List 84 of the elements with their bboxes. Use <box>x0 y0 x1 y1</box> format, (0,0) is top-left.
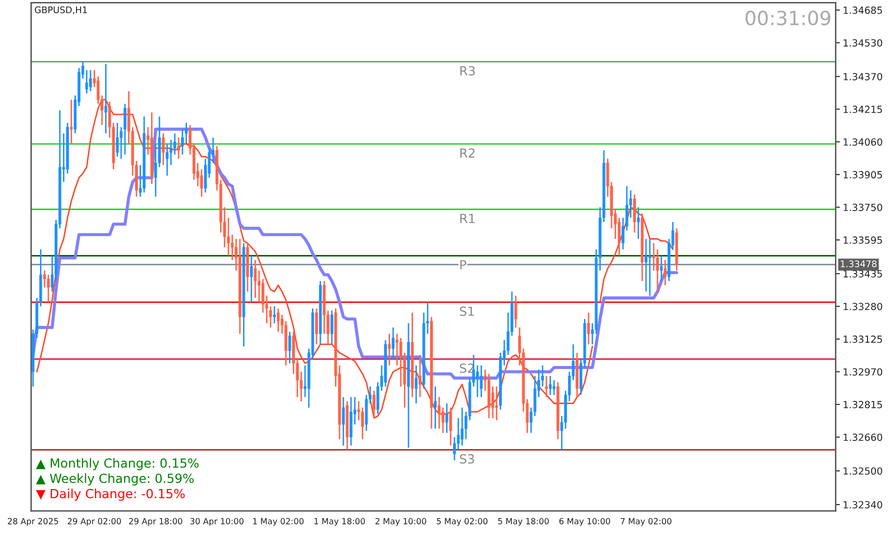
candlestick <box>173 132 176 156</box>
annotation: ▼ Daily Change: -0.15% <box>36 488 185 501</box>
x-tick-label: 30 Apr 10:00 <box>190 518 244 526</box>
candlestick <box>636 206 640 240</box>
x-tick-label: 5 May 18:00 <box>498 518 549 526</box>
y-tick-label: 1.32340 <box>844 501 882 508</box>
candlestick <box>633 194 636 234</box>
candlestick <box>652 242 656 272</box>
candlestick <box>418 354 422 398</box>
y-tick-label: 1.34685 <box>844 6 882 14</box>
ref-line-label: S3 <box>460 454 474 464</box>
candlestick <box>254 259 257 299</box>
x-tick-label: 1 May 18:00 <box>314 518 365 526</box>
candlestick <box>445 402 448 434</box>
candlestick <box>438 396 441 430</box>
ref-line-label: S1 <box>460 306 474 316</box>
x-tick-label: 2 May 10:00 <box>376 518 426 526</box>
candlestick <box>184 122 188 145</box>
candlestick <box>166 143 169 176</box>
y-tick-label: 1.32500 <box>844 467 882 475</box>
candlestick <box>480 364 483 398</box>
y-tick-label: 1.32660 <box>844 434 882 441</box>
annotation: ▲ Monthly Change: 0.15% <box>36 458 199 470</box>
y-tick-label: 1.33595 <box>844 236 882 244</box>
y-tick-label: 1.32815 <box>844 400 882 408</box>
candlestick <box>315 308 318 346</box>
candlestick <box>342 396 345 446</box>
ref-line-label: P <box>460 260 466 270</box>
annotation: 00:31:09 <box>746 10 830 26</box>
y-tick-label: 1.33435 <box>844 270 882 278</box>
y-tick-label: 1.33280 <box>844 302 882 310</box>
y-tick-label: 1.34060 <box>844 138 882 146</box>
x-tick-label: 6 May 10:00 <box>559 518 610 526</box>
candlestick <box>46 274 50 303</box>
candlestick <box>288 330 292 364</box>
candlestick <box>70 98 73 145</box>
x-tick-label: 29 Apr 02:00 <box>68 518 121 526</box>
x-tick-label: 5 May 02:00 <box>436 518 488 526</box>
candlestick <box>664 259 667 286</box>
candlestick <box>116 122 119 158</box>
candlestick <box>392 326 395 360</box>
candlestick <box>434 386 437 430</box>
y-tick-label: 1.33750 <box>844 204 882 212</box>
candlestick <box>276 308 280 332</box>
candlestick <box>177 136 180 160</box>
candlestick <box>124 103 126 156</box>
annotation: ▲ Weekly Change: 0.59% <box>36 473 194 486</box>
y-tick-label: 1.34530 <box>844 39 882 47</box>
candlestick <box>250 255 253 303</box>
y-tick-label: 1.34215 <box>844 106 882 114</box>
ref-line-label: R2 <box>460 148 475 158</box>
x-tick-label: 7 May 02:00 <box>620 518 672 526</box>
candlestick <box>449 406 452 446</box>
candlestick <box>476 364 479 398</box>
y-tick-label: 1.34370 <box>844 72 882 80</box>
x-tick-label: 28 Apr 2025 <box>8 518 58 526</box>
candlestick <box>648 238 652 297</box>
x-tick-label: 29 Apr 18:00 <box>129 518 182 526</box>
candlestick <box>85 69 88 94</box>
y-tick-label: 1.33125 <box>844 336 882 343</box>
candlestick <box>372 390 376 419</box>
candlestick <box>644 238 648 292</box>
candlestick <box>272 306 276 324</box>
ref-line-label: 1.33478 <box>840 260 877 268</box>
candlestick <box>660 255 663 282</box>
candlestick <box>545 375 548 398</box>
candlestick <box>460 406 464 446</box>
candlestick <box>89 69 92 92</box>
candlestick <box>330 310 334 346</box>
ref-line-label: R1 <box>460 214 475 224</box>
candlestick <box>388 333 391 366</box>
chart-title: GBPUSD,H1 <box>34 6 87 14</box>
ref-line-label: R3 <box>460 66 475 76</box>
candlestick <box>548 375 552 396</box>
candlestick <box>552 379 556 396</box>
candlestick <box>162 132 165 166</box>
y-tick-label: 1.32970 <box>844 368 882 376</box>
candlestick <box>414 364 418 404</box>
candlestick <box>514 295 518 328</box>
y-tick-label: 1.33905 <box>844 171 882 178</box>
x-tick-label: 1 May 02:00 <box>253 518 304 526</box>
candlestick <box>495 386 498 421</box>
candlestick <box>587 312 590 346</box>
candlestick <box>104 63 108 134</box>
